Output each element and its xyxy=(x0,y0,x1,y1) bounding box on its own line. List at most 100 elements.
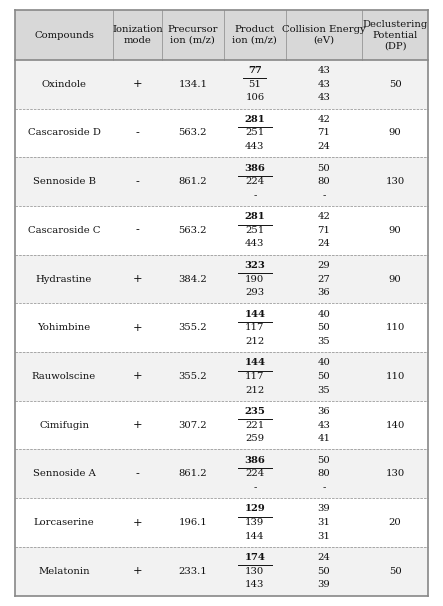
Text: 190: 190 xyxy=(245,275,264,284)
Text: 307.2: 307.2 xyxy=(179,421,207,430)
Text: -: - xyxy=(136,225,140,235)
Text: 90: 90 xyxy=(389,226,401,235)
Bar xyxy=(15,10,428,60)
Text: -: - xyxy=(136,469,140,479)
Text: 31: 31 xyxy=(317,518,330,527)
Text: 134.1: 134.1 xyxy=(178,80,207,88)
Text: Cascaroside C: Cascaroside C xyxy=(28,226,100,235)
Text: 35: 35 xyxy=(318,337,330,346)
Text: 140: 140 xyxy=(385,421,405,430)
Bar xyxy=(15,450,428,498)
Text: 110: 110 xyxy=(385,323,405,332)
Text: +: + xyxy=(133,518,142,527)
Text: Precursor
ion (m/z): Precursor ion (m/z) xyxy=(167,25,218,45)
Text: 139: 139 xyxy=(245,518,264,527)
Text: 39: 39 xyxy=(318,504,330,513)
Text: Cimifugin: Cimifugin xyxy=(39,421,89,430)
Text: 43: 43 xyxy=(317,421,330,430)
Text: 71: 71 xyxy=(317,226,330,235)
Text: 281: 281 xyxy=(245,115,265,124)
Text: Sennoside B: Sennoside B xyxy=(32,177,96,186)
Text: 130: 130 xyxy=(385,469,405,478)
Text: -: - xyxy=(253,483,256,492)
Text: 24: 24 xyxy=(317,142,330,151)
Text: 24: 24 xyxy=(317,553,330,562)
Text: 43: 43 xyxy=(317,80,330,88)
Text: Oxindole: Oxindole xyxy=(42,80,86,88)
Text: 80: 80 xyxy=(318,177,330,186)
Text: 90: 90 xyxy=(389,275,401,284)
Text: 196.1: 196.1 xyxy=(179,518,207,527)
Text: 20: 20 xyxy=(389,518,401,527)
Text: +: + xyxy=(133,371,142,381)
Text: +: + xyxy=(133,323,142,333)
Text: 50: 50 xyxy=(318,164,330,173)
Text: 50: 50 xyxy=(318,323,330,332)
Text: 29: 29 xyxy=(318,261,330,270)
Text: 212: 212 xyxy=(245,337,264,346)
Text: 43: 43 xyxy=(317,66,330,75)
Text: 174: 174 xyxy=(245,553,265,562)
Text: Cascaroside D: Cascaroside D xyxy=(27,128,101,138)
Text: -: - xyxy=(322,191,326,200)
Text: 224: 224 xyxy=(245,177,264,186)
Text: 36: 36 xyxy=(318,288,330,297)
Text: -: - xyxy=(136,128,140,138)
Bar xyxy=(15,352,428,401)
Bar xyxy=(15,498,428,547)
Text: 563.2: 563.2 xyxy=(179,128,207,138)
Text: 90: 90 xyxy=(389,128,401,138)
Text: 50: 50 xyxy=(318,567,330,576)
Text: Sennoside A: Sennoside A xyxy=(33,469,95,478)
Text: 71: 71 xyxy=(317,128,330,138)
Text: 293: 293 xyxy=(245,288,264,297)
Text: 40: 40 xyxy=(317,358,330,367)
Text: -: - xyxy=(253,191,256,200)
Text: 129: 129 xyxy=(245,504,265,513)
Text: 144: 144 xyxy=(245,358,265,367)
Text: Compounds: Compounds xyxy=(34,31,94,39)
Text: 144: 144 xyxy=(245,531,264,541)
Text: 36: 36 xyxy=(318,407,330,416)
Text: 861.2: 861.2 xyxy=(179,177,207,186)
Text: 77: 77 xyxy=(248,66,262,75)
Text: 224: 224 xyxy=(245,469,264,478)
Text: 41: 41 xyxy=(317,435,330,443)
Text: 355.2: 355.2 xyxy=(179,372,207,381)
Bar xyxy=(15,158,428,206)
Text: 35: 35 xyxy=(318,385,330,395)
Text: -: - xyxy=(136,176,140,187)
Text: Rauwolscine: Rauwolscine xyxy=(32,372,96,381)
Text: 144: 144 xyxy=(245,310,265,319)
Text: 50: 50 xyxy=(389,567,401,576)
Text: 50: 50 xyxy=(318,372,330,381)
Text: 43: 43 xyxy=(317,93,330,102)
Text: 384.2: 384.2 xyxy=(179,275,207,284)
Text: 443: 443 xyxy=(245,239,264,248)
Text: 40: 40 xyxy=(317,310,330,319)
Text: 233.1: 233.1 xyxy=(179,567,207,576)
Bar xyxy=(15,60,428,108)
Text: 130: 130 xyxy=(245,567,264,576)
Text: +: + xyxy=(133,274,142,284)
Text: 443: 443 xyxy=(245,142,264,151)
Text: Ionization
mode: Ionization mode xyxy=(112,25,163,45)
Text: 80: 80 xyxy=(318,469,330,478)
Bar xyxy=(15,206,428,255)
Text: 251: 251 xyxy=(245,226,264,235)
Text: 42: 42 xyxy=(317,115,330,124)
Text: 50: 50 xyxy=(318,456,330,465)
Text: 235: 235 xyxy=(245,407,265,416)
Text: 42: 42 xyxy=(317,212,330,221)
Text: 106: 106 xyxy=(245,93,264,102)
Text: +: + xyxy=(133,420,142,430)
Text: 259: 259 xyxy=(245,435,264,443)
Bar xyxy=(15,255,428,304)
Text: 50: 50 xyxy=(389,80,401,88)
Text: 386: 386 xyxy=(245,164,265,173)
Text: 31: 31 xyxy=(317,531,330,541)
Text: 117: 117 xyxy=(245,372,264,381)
Bar xyxy=(15,304,428,352)
Text: 117: 117 xyxy=(245,323,264,332)
Text: Collision Energy
(eV): Collision Energy (eV) xyxy=(282,25,365,45)
